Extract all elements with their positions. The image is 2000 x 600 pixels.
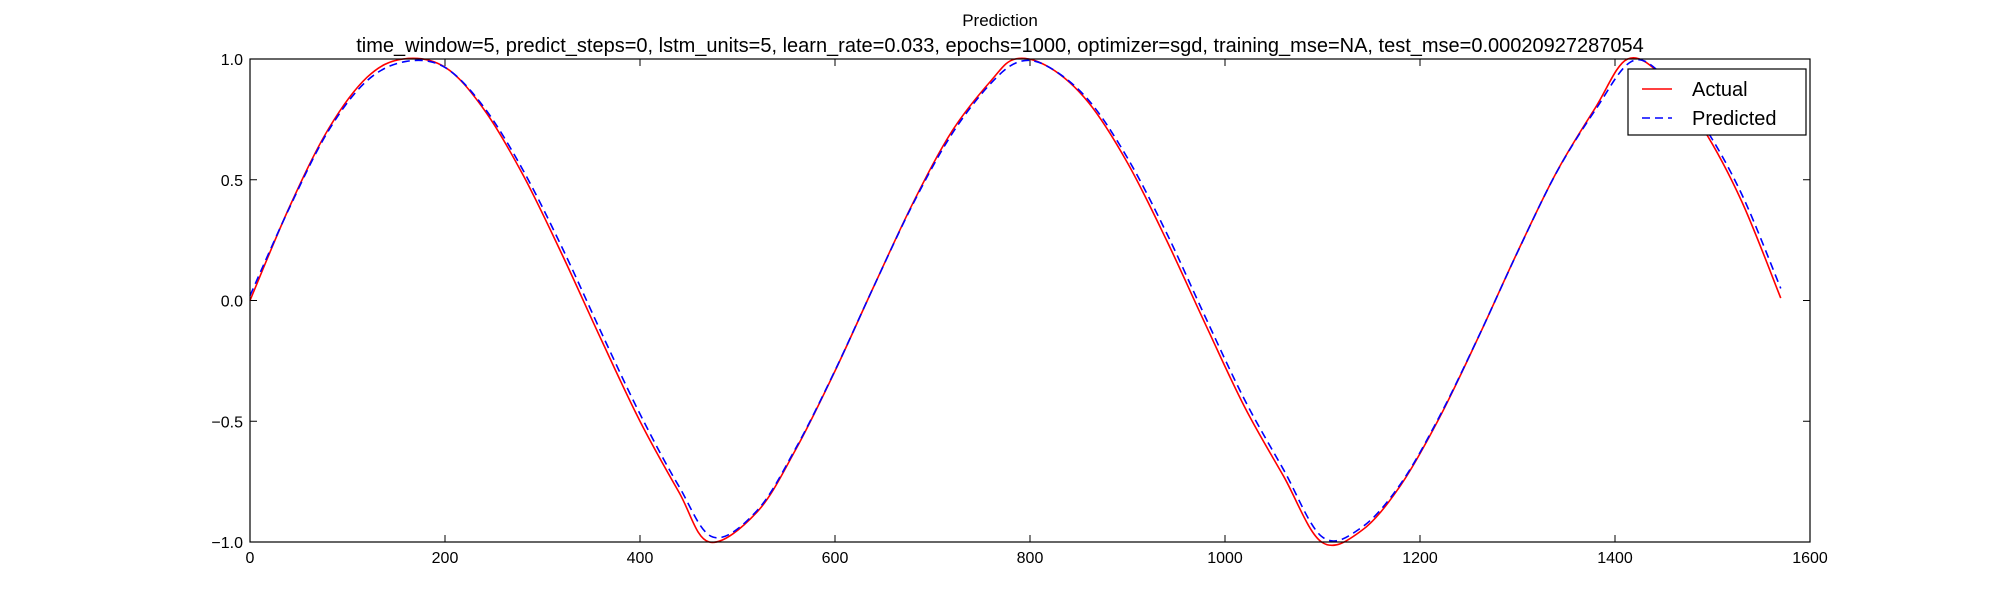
x-tick-label: 800 xyxy=(1017,550,1044,567)
x-tick-label: 1000 xyxy=(1207,550,1243,567)
chart-title: Prediction xyxy=(962,11,1038,30)
x-tick-label: 600 xyxy=(822,550,849,567)
legend-box xyxy=(1627,68,1807,136)
y-tick-label: −0.5 xyxy=(211,414,243,431)
legend: Actual Predicted xyxy=(1627,68,1807,136)
series-layer xyxy=(249,57,1782,547)
series-line-actual xyxy=(249,57,1782,547)
y-tick-label: 0.5 xyxy=(221,173,243,190)
y-tick-label: 0.0 xyxy=(221,294,243,311)
x-tick-label: 0 xyxy=(246,550,255,567)
legend-label-actual: Actual xyxy=(1692,79,1748,101)
ticks-layer: 0 200 400 600 800 1000 1200 1400 1600 −1.0 −0.5 0.0… xyxy=(211,52,1827,567)
x-tick-label: 1200 xyxy=(1402,550,1438,567)
y-tick-label: −1.0 xyxy=(211,535,243,552)
series-line-predicted xyxy=(249,59,1782,542)
chart-subtitle: time_window=5, predict_steps=0, lstm_uni… xyxy=(356,35,1644,57)
plot-frame xyxy=(249,58,1811,543)
x-tick-label: 1600 xyxy=(1792,550,1828,567)
y-tick-label: 1.0 xyxy=(221,52,243,69)
x-tick-label: 400 xyxy=(627,550,654,567)
x-tick-label: 1400 xyxy=(1597,550,1633,567)
x-tick-label: 200 xyxy=(432,550,459,567)
legend-label-predicted: Predicted xyxy=(1692,108,1777,130)
